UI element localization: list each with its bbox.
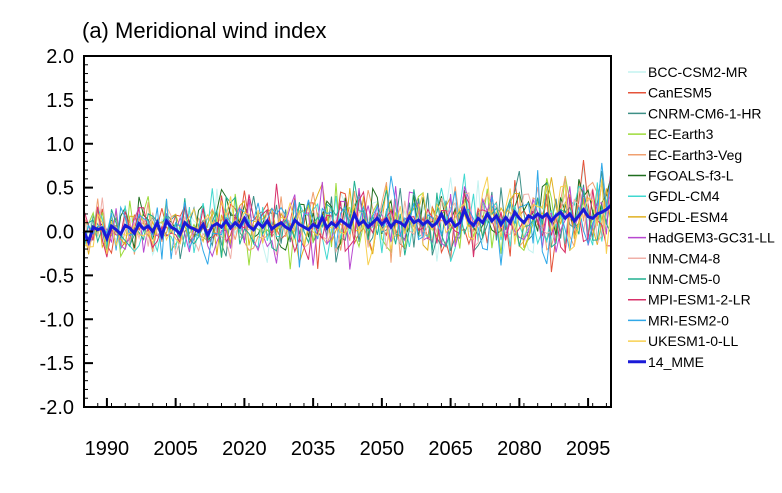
x-tick-label: 2005	[153, 438, 198, 460]
legend-label-gfdl-esm4: GFDL-ESM4	[648, 209, 728, 225]
x-tick-label: 2080	[497, 438, 542, 460]
legend-label-cnrm-cm6-1-hr: CNRM-CM6-1-HR	[648, 105, 762, 121]
legend-label-inm-cm5-0: INM-CM5-0	[648, 271, 721, 287]
series-line-ukesm1-0-ll	[83, 176, 612, 266]
x-tick-label: 2050	[360, 438, 405, 460]
x-axis: 1990 2005 2020 2035 2050 2065 2080 2095	[83, 398, 611, 460]
legend-label-ec-earth3-veg: EC-Earth3-Veg	[648, 147, 742, 163]
x-tick-label: 2065	[428, 438, 473, 460]
legend-label-mri-esm2-0: MRI-ESM2-0	[648, 312, 729, 328]
y-tick-label: 0.5	[46, 178, 74, 200]
legend-label-hadgem3-gc31-ll: HadGEM3-GC31-LL	[648, 230, 775, 246]
x-tick-label: 1990	[85, 438, 130, 460]
legend-label-canesm5: CanESM5	[648, 85, 712, 101]
x-tick-label: 2035	[291, 438, 336, 460]
legend-label-bcc-csm2-mr: BCC-CSM2-MR	[648, 64, 748, 80]
legend-label-fgoals-f3-l: FGOALS-f3-L	[648, 168, 734, 184]
series-line-mri-esm2-0	[83, 162, 612, 268]
y-tick-label: 1.0	[46, 134, 74, 156]
x-tick-label: 2020	[222, 438, 267, 460]
chart-title: (a) Meridional wind index	[82, 18, 327, 43]
legend-label-inm-cm4-8: INM-CM4-8	[648, 250, 721, 266]
y-tick-label: -0.5	[40, 265, 74, 287]
y-tick-label: -1.0	[40, 309, 74, 331]
y-tick-label: -1.5	[40, 353, 74, 375]
legend-label-ukesm1-0-ll: UKESM1-0-LL	[648, 333, 738, 349]
y-tick-label: 0.0	[46, 222, 74, 244]
legend: BCC-CSM2-MR CanESM5 CNRM-CM6-1-HR EC-Earth3…	[628, 64, 775, 370]
series-line-14-mme	[82, 204, 613, 247]
legend-label-ec-earth3: EC-Earth3	[648, 126, 714, 142]
y-axis: -2.0 -1.5 -1.0 -0.5 0.0 0.5 1.0 1.5 2.0	[40, 46, 93, 419]
y-tick-label: 2.0	[46, 46, 74, 68]
y-tick-label: -2.0	[40, 397, 74, 419]
legend-label-mpi-esm1-2-lr: MPI-ESM1-2-LR	[648, 292, 751, 308]
x-tick-label: 2095	[566, 438, 611, 460]
y-tick-label: 1.5	[46, 90, 74, 112]
plot-lines	[82, 160, 613, 273]
legend-label-gfdl-cm4: GFDL-CM4	[648, 188, 720, 204]
legend-label-14-mme: 14_MME	[648, 354, 704, 370]
